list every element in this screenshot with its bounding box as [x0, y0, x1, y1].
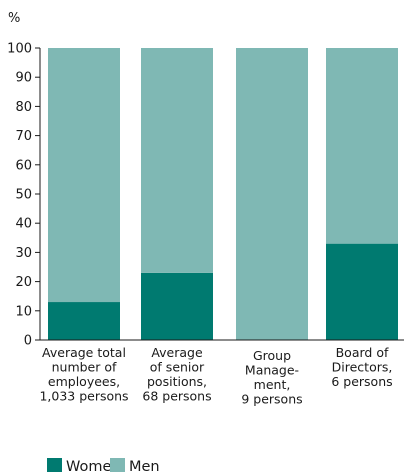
category-label-line: employees, [48, 374, 120, 389]
y-tick-label: 70 [15, 129, 32, 144]
category-label-line: Average [151, 345, 203, 360]
bar-women-1 [48, 302, 120, 340]
y-unit-label: % [8, 11, 20, 26]
bar-women-2 [141, 272, 213, 340]
y-tick-label: 10 [15, 304, 32, 319]
bar-men-3 [236, 48, 308, 340]
y-tick-label: 40 [15, 217, 32, 232]
category-label-line: Average total [42, 345, 126, 360]
legend-label-men: Men [129, 459, 160, 472]
legend: Women Men [47, 458, 160, 472]
y-tick-label: 90 [15, 71, 32, 86]
category-label-line: Group [253, 348, 291, 363]
y-tick-label: 20 [15, 275, 32, 290]
bars-layer [48, 48, 398, 340]
legend-swatch-women [47, 458, 62, 472]
category-label-line: 68 persons [142, 389, 211, 404]
y-tick-label: 0 [24, 334, 32, 349]
bar-women-4 [326, 243, 398, 340]
category-label-line: of senior [150, 360, 205, 375]
bar-men-2 [141, 48, 213, 273]
category-label-line: number of [52, 360, 117, 375]
category-label-line: 6 persons [331, 374, 392, 389]
legend-swatch-men [110, 458, 125, 472]
y-tick-label: 50 [15, 188, 32, 203]
legend-label-women: Women [66, 459, 121, 472]
category-label-line: positions, [147, 374, 207, 389]
category-label-line: Board of [336, 345, 389, 360]
y-tick-label: 30 [15, 246, 32, 261]
y-ticks: 0 10 20 30 40 50 60 70 80 90 100 [7, 42, 40, 349]
category-label-line: 9 persons [241, 392, 302, 407]
bar-men-4 [326, 48, 398, 244]
y-tick-label: 60 [15, 158, 32, 173]
category-label-line: Manage- [245, 363, 299, 378]
y-tick-label: 80 [15, 100, 32, 115]
bar-men-1 [48, 48, 120, 303]
category-label-line: ment, [254, 377, 291, 392]
y-tick-label: 100 [7, 42, 32, 57]
category-label-line: Directors, [332, 360, 393, 375]
category-label-line: 1,033 persons [39, 389, 128, 404]
